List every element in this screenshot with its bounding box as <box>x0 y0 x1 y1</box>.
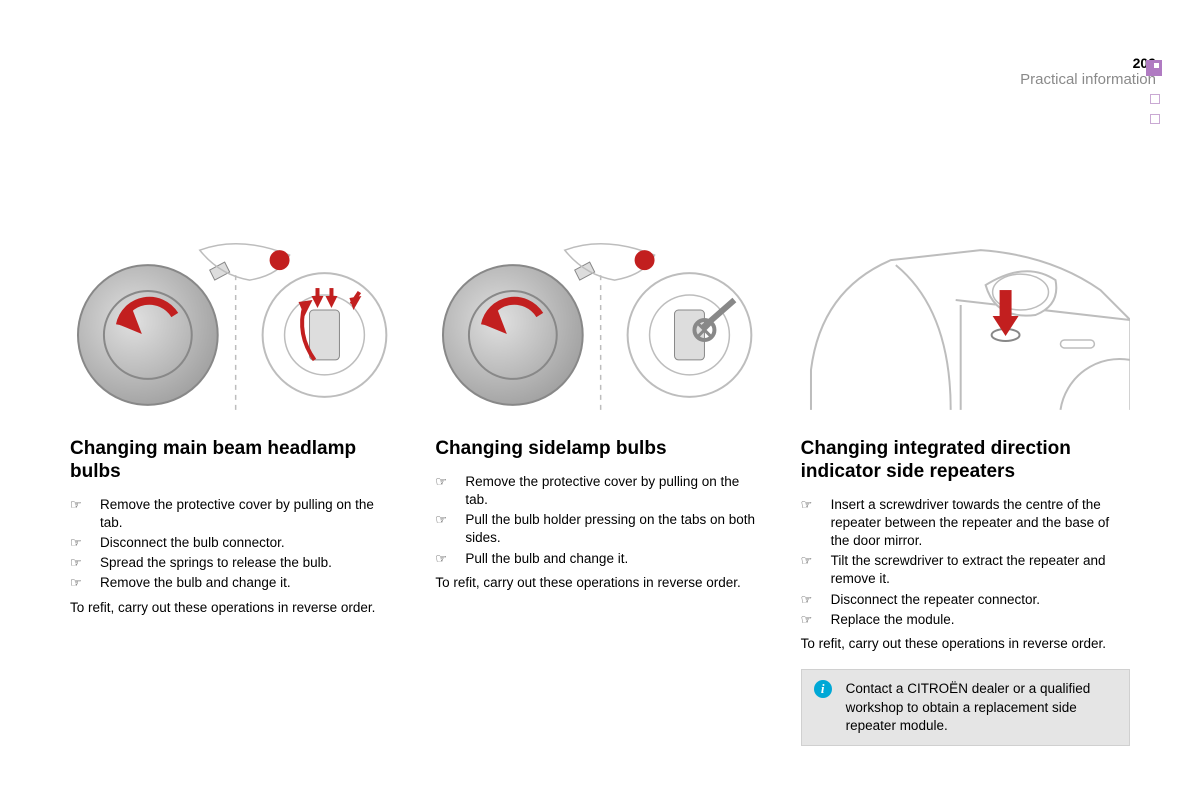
page-number: 209 <box>1020 55 1156 71</box>
refit-note: To refit, carry out these operations in … <box>801 635 1130 653</box>
heading-sidelamp: Changing sidelamp bulbs <box>435 438 764 461</box>
column-sidelamp: Changing sidelamp bulbs Remove the prote… <box>435 230 764 746</box>
column-main-beam: Changing main beam headlamp bulbs Remove… <box>70 230 399 746</box>
info-box: i Contact a CITROËN dealer or a qualifie… <box>801 669 1130 746</box>
heading-side-repeater: Changing integrated direction indicator … <box>801 438 1130 484</box>
step: Disconnect the repeater connector. <box>801 591 1130 609</box>
step: Replace the module. <box>801 611 1130 629</box>
illustration-main-beam <box>70 230 399 410</box>
step: Insert a screwdriver towards the centre … <box>801 496 1130 551</box>
info-text: Contact a CITROËN dealer or a qualified … <box>846 681 1091 732</box>
step: Tilt the screwdriver to extract the repe… <box>801 552 1130 588</box>
step: Pull the bulb holder pressing on the tab… <box>435 511 764 547</box>
step: Spread the springs to release the bulb. <box>70 554 399 572</box>
step: Remove the protective cover by pulling o… <box>435 473 764 509</box>
step: Disconnect the bulb connector. <box>70 534 399 552</box>
steps-side-repeater: Insert a screwdriver towards the centre … <box>801 496 1130 632</box>
steps-sidelamp: Remove the protective cover by pulling o… <box>435 473 764 570</box>
column-side-repeater: Changing integrated direction indicator … <box>801 230 1130 746</box>
steps-main-beam: Remove the protective cover by pulling o… <box>70 496 399 595</box>
step: Remove the bulb and change it. <box>70 574 399 592</box>
step: Pull the bulb and change it. <box>435 550 764 568</box>
heading-main-beam: Changing main beam headlamp bulbs <box>70 438 399 484</box>
illustration-side-repeater <box>801 230 1130 410</box>
illustration-sidelamp <box>435 230 764 410</box>
refit-note: To refit, carry out these operations in … <box>435 574 764 592</box>
section-name: Practical information <box>1020 71 1156 88</box>
refit-note: To refit, carry out these operations in … <box>70 599 399 617</box>
info-icon: i <box>814 680 832 698</box>
step: Remove the protective cover by pulling o… <box>70 496 399 532</box>
